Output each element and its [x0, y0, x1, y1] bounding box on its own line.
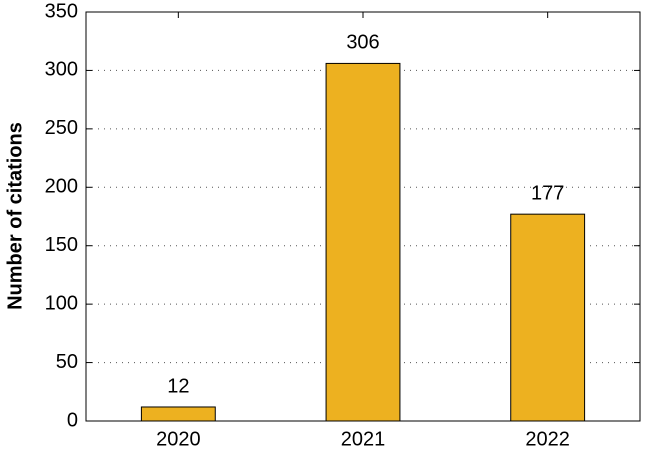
y-tick-label: 0 — [67, 409, 78, 431]
data-label: 177 — [531, 182, 564, 204]
y-tick-label: 100 — [45, 292, 78, 314]
bar — [140, 406, 216, 422]
y-axis-label: Number of citations — [4, 122, 26, 310]
x-tick-label: 2022 — [525, 428, 570, 450]
plot-frame — [85, 11, 641, 422]
y-tick-label: 300 — [45, 59, 78, 81]
y-tick-label: 250 — [45, 117, 78, 139]
y-tick-label: 350 — [45, 0, 78, 22]
data-label: 12 — [167, 375, 189, 397]
data-label: 306 — [346, 32, 379, 54]
y-tick-label: 50 — [56, 351, 78, 373]
x-tick-label: 2021 — [341, 428, 386, 450]
y-tick-label: 200 — [45, 176, 78, 198]
y-tick-label: 150 — [45, 234, 78, 256]
bar — [510, 213, 586, 422]
x-tick-label: 2020 — [156, 428, 201, 450]
bar — [325, 62, 401, 422]
